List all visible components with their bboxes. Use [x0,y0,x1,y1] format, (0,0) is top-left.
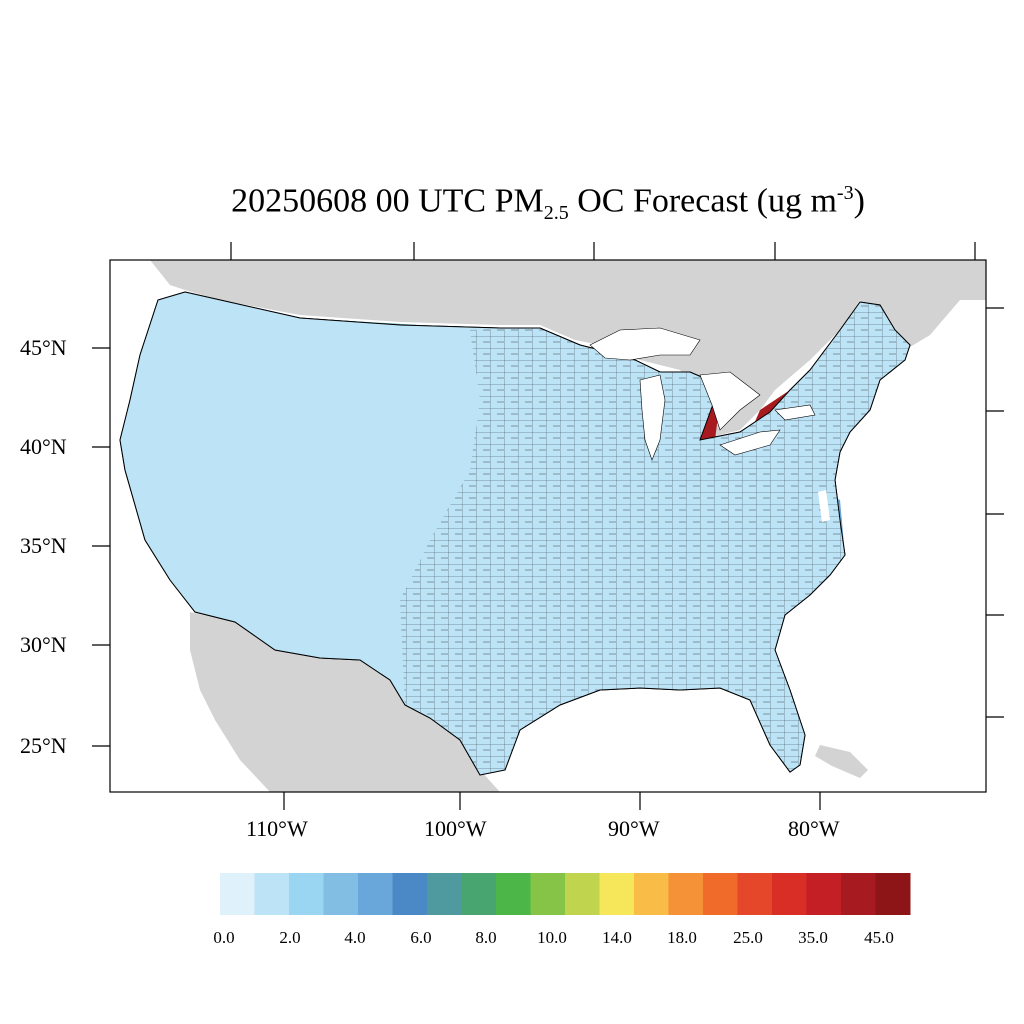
county-borders-east [400,302,910,775]
colorbar-swatch [875,873,911,915]
right-ticks [986,307,1004,718]
title-subscript: 2.5 [543,202,569,225]
map-title: 20250608 00 UTC PM2.5 OC Forecast (ug m-… [0,182,1024,225]
lat-label-30n: 30°N [20,632,67,657]
colorbar-swatch [358,873,393,915]
canada-land [110,260,986,440]
map-area [110,260,986,792]
colorbar [220,873,911,915]
colorbar-swatch [461,873,497,915]
lake-huron [699,371,761,431]
colorbar-swatch [737,873,773,915]
colorbar-swatch [772,873,807,915]
lake-ontario [774,404,816,421]
colorbar-swatch [323,873,359,915]
lon-label-110w: 110°W [246,816,308,841]
colorbar-swatch [703,873,738,915]
colorbar-label: 0.0 [213,928,235,947]
cuba-land [815,745,868,778]
colorbar-label: 6.0 [410,928,432,947]
colorbar-label: 8.0 [475,928,497,947]
colorbar-swatch [565,873,600,915]
title-middle: OC Forecast (ug m [568,182,837,220]
colorbar-label: 10.0 [537,928,567,947]
colorbar-swatch [599,873,635,915]
colorbar-swatch [668,873,704,915]
colorbar-label: 4.0 [344,928,366,947]
colorbar-swatch [220,873,255,915]
colorbar-swatch [392,873,428,915]
left-ticks [92,347,110,747]
colorbar-label: 14.0 [602,928,632,947]
mexico-land [190,612,500,792]
chesapeake-bay [818,490,830,522]
colorbar-swatch [254,873,290,915]
lon-label-80w: 80°W [788,816,840,841]
colorbar-swatch [634,873,669,915]
colorbar-swatch [496,873,531,915]
colorbar-label: 18.0 [667,928,697,947]
colorbar-label: 25.0 [733,928,763,947]
lon-label-100w: 100°W [424,816,487,841]
bottom-ticks [283,792,821,810]
lat-label-25n: 25°N [20,733,67,758]
colorbar-label: 45.0 [864,928,894,947]
colorbar-swatch [806,873,842,915]
lake-michigan [639,374,666,461]
title-end: ) [853,182,865,220]
lake-superior [589,327,701,361]
top-ticks [230,242,976,260]
colorbar-swatch [289,873,324,915]
title-date-time: 20250608 00 UTC PM [231,182,544,220]
lat-label-35n: 35°N [20,533,67,558]
lat-label-45n: 45°N [20,335,67,360]
colorbar-label: 2.0 [279,928,301,947]
map-frame [109,259,987,793]
lon-label-90w: 90°W [608,816,660,841]
colorbar-swatch [841,873,876,915]
colorbar-label: 35.0 [798,928,828,947]
colorbar-swatch [530,873,566,915]
colorbar-swatch [427,873,462,915]
lake-erie [719,429,781,456]
lat-label-40n: 40°N [20,434,67,459]
title-superscript: -3 [836,182,854,204]
